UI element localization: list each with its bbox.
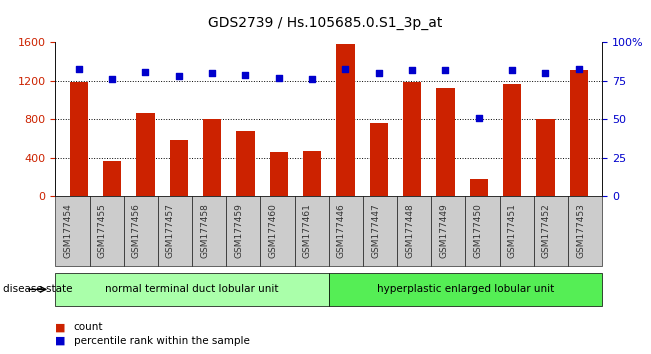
Point: [540, 70, 551, 76]
Point: [207, 70, 217, 76]
Bar: [536, 120, 555, 196]
Bar: [270, 152, 288, 196]
Point: [340, 66, 351, 72]
Point: [240, 72, 251, 78]
Text: count: count: [74, 322, 103, 332]
Text: ■: ■: [55, 336, 66, 346]
Text: GSM177447: GSM177447: [371, 204, 380, 258]
Text: GSM177461: GSM177461: [303, 204, 312, 258]
Bar: [136, 113, 154, 196]
Text: GSM177448: GSM177448: [405, 204, 414, 258]
Text: GSM177451: GSM177451: [508, 204, 517, 258]
Text: disease state: disease state: [3, 284, 73, 295]
Point: [407, 67, 417, 73]
Bar: [469, 179, 488, 196]
Text: GSM177446: GSM177446: [337, 204, 346, 258]
Bar: [236, 131, 255, 196]
Point: [307, 76, 317, 82]
Bar: [436, 88, 454, 196]
Bar: [70, 82, 88, 196]
Text: GDS2739 / Hs.105685.0.S1_3p_at: GDS2739 / Hs.105685.0.S1_3p_at: [208, 16, 443, 30]
Point: [374, 70, 384, 76]
Bar: [303, 151, 321, 196]
Text: GSM177456: GSM177456: [132, 204, 141, 258]
Text: GSM177450: GSM177450: [473, 204, 482, 258]
Text: GSM177453: GSM177453: [576, 204, 585, 258]
Text: percentile rank within the sample: percentile rank within the sample: [74, 336, 249, 346]
Point: [507, 67, 518, 73]
Point: [107, 76, 117, 82]
Text: GSM177459: GSM177459: [234, 204, 243, 258]
Bar: [503, 84, 521, 196]
Bar: [403, 82, 421, 196]
Text: GSM177460: GSM177460: [268, 204, 277, 258]
Bar: [337, 44, 355, 196]
Bar: [169, 140, 188, 196]
Text: GSM177449: GSM177449: [439, 204, 449, 258]
Bar: [103, 161, 121, 196]
Text: ■: ■: [55, 322, 66, 332]
Bar: [203, 120, 221, 196]
Point: [74, 66, 84, 72]
Point: [273, 75, 284, 81]
Point: [473, 115, 484, 121]
Text: GSM177455: GSM177455: [98, 204, 107, 258]
Point: [174, 74, 184, 79]
Point: [440, 67, 450, 73]
Text: normal terminal duct lobular unit: normal terminal duct lobular unit: [105, 284, 279, 295]
Point: [140, 69, 150, 75]
Text: GSM177457: GSM177457: [166, 204, 175, 258]
Text: GSM177452: GSM177452: [542, 204, 551, 258]
Text: hyperplastic enlarged lobular unit: hyperplastic enlarged lobular unit: [377, 284, 554, 295]
Text: GSM177458: GSM177458: [200, 204, 209, 258]
Point: [574, 66, 584, 72]
Bar: [370, 123, 388, 196]
Text: GSM177454: GSM177454: [63, 204, 72, 258]
Bar: [570, 70, 588, 196]
